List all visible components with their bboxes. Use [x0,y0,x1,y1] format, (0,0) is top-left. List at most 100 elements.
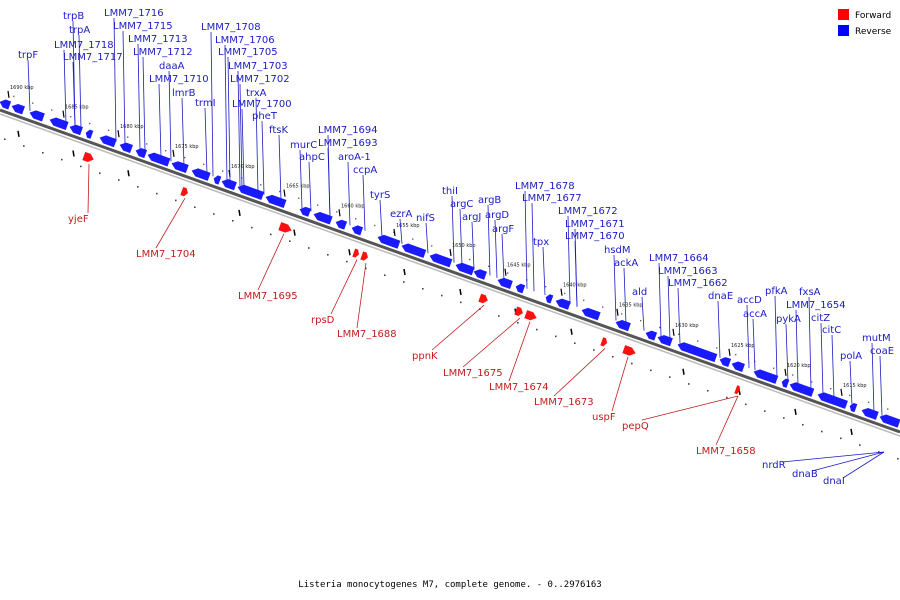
reverse-gene-label: argF [492,224,514,235]
gene-leader-line [717,300,721,358]
reverse-gene-arrow [455,262,475,276]
gene-leader-line [752,318,756,371]
gene-leader-line [774,295,778,379]
scale-dot [298,197,300,200]
gene-leader-line [641,395,739,421]
reverse-gene-label: pykA [776,314,801,325]
gene-leader-line [113,17,117,142]
gene-leader-line [330,259,358,315]
kbp-tick [293,229,296,236]
reverse-gene-label: accD [737,295,762,306]
reverse-gene-label: ahpC [299,152,325,163]
gene-leader-line [842,451,885,479]
scale-dot [555,335,557,338]
gene-leader-line [241,108,245,188]
scale-dot [365,267,367,270]
scale-dot [460,301,462,304]
scale-dot [488,265,490,267]
gene-leader-line [87,163,90,214]
kbp-tick [459,288,462,296]
reverse-gene-arrow [213,175,222,185]
scale-dot [868,401,870,403]
genome-caption: Listeria monocytogenes M7, complete geno… [298,580,601,590]
forward-gene-label: LMM7_1675 [443,368,503,379]
kbp-tick [570,328,573,335]
gene-leader-line [667,275,671,340]
gene-leader-line [210,31,214,177]
gene-leader-line [524,190,528,289]
scale-dot [99,172,101,175]
reverse-gene-label: argJ [462,212,481,223]
scale-dot [213,213,215,215]
gene-leader-line [715,395,739,446]
scale-dot [536,328,538,331]
reverse-gene-label: trpB [63,11,84,22]
reverse-gene-arrow [265,194,287,208]
reverse-gene-label: lmrB [172,88,196,99]
scale-dot [878,451,880,453]
kbp-tick [17,130,20,137]
reverse-gene-arrow [879,414,900,428]
reverse-gene-arrow [401,243,427,258]
scale-dot [659,326,661,329]
reverse-gene-arrow [753,369,779,384]
reverse-gene-label: ackA [614,258,638,269]
reverse-gene-arrow [677,342,718,363]
scale-dot [393,231,395,234]
reverse-gene-label: dnaE [708,291,733,302]
reverse-gene-arrow [171,161,189,174]
scale-dot [802,423,804,426]
scale-dot [270,233,272,236]
scale-dot [726,396,728,399]
scale-dot [412,238,414,240]
scale-dot [697,340,699,342]
gene-leader-line [181,97,185,166]
scale-dot [108,129,110,132]
reverse-gene-arrow [377,234,401,249]
reverse-gene-arrow [781,378,790,388]
gene-leader-line [553,348,606,397]
reverse-gene-label: argB [478,195,501,206]
scale-dot [507,272,509,274]
reverse-gene-label: pheT [252,111,278,122]
kbp-tick-label: 1650 kbp [452,243,476,249]
kbp-tick [403,268,406,276]
kbp-tick-label: 1645 kbp [507,263,531,269]
scale-dot [602,306,604,308]
gene-leader-line [831,334,835,399]
scale-dot [431,245,433,247]
gene-leader-line [155,197,186,249]
kbp-tick [682,368,685,375]
reverse-gene-arrow [237,184,265,200]
gene-leader-line [158,83,162,158]
scale-dot [13,95,15,98]
reverse-gene-label: nrdR [762,460,786,471]
reverse-gene-label: citC [822,325,841,336]
forward-gene-label: ppnK [412,351,438,362]
kbp-tick [348,249,351,256]
gene-leader-line [27,59,31,111]
reverse-gene-arrow [135,148,148,159]
scale-dot [583,299,585,301]
gene-leader-line [795,309,799,386]
forward-gene-arrow [514,306,523,316]
reverse-gene-arrow [351,225,364,236]
scale-dot [735,353,737,356]
reverse-gene-label: polA [840,351,862,362]
kbp-tick [283,189,286,197]
scale-dot [498,315,500,317]
reverse-gene-label: LMM7_1700 [232,99,292,110]
reverse-gene-label: LMM7_1664 [649,253,709,264]
forward-gene-arrow [622,345,636,356]
forward-gene-arrow [360,251,368,261]
gene-leader-line [278,134,282,201]
scale-dot [811,381,813,383]
kbp-tick [238,209,241,217]
reverse-gene-label: thiI [442,186,458,197]
gene-leader-line [487,204,491,276]
gene-leader-line [379,199,383,237]
reverse-gene-arrow [313,211,333,225]
reverse-gene-arrow [515,283,526,294]
gene-leader-line [879,355,883,416]
genome-axis [0,108,900,434]
